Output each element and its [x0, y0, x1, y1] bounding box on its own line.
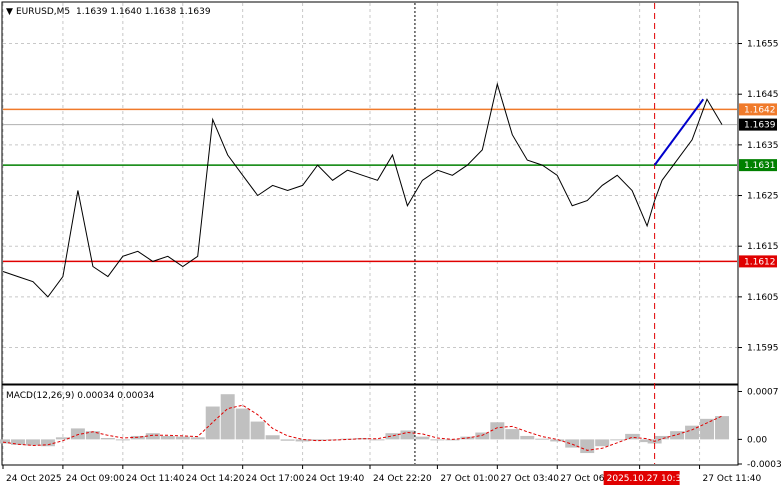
- macd-tick-label: 0.00: [747, 435, 767, 445]
- macd-bar: [175, 436, 190, 440]
- macd-bar: [25, 439, 40, 446]
- level-label: 1.1639: [744, 121, 776, 131]
- macd-bar: [400, 430, 415, 440]
- time-label: 27 Oct 03:40: [500, 474, 559, 484]
- macd-bar: [415, 436, 430, 440]
- macd-bar: [145, 433, 160, 440]
- level-label: 1.1642: [744, 105, 776, 115]
- macd-bar: [715, 416, 730, 440]
- macd-bar: [55, 437, 70, 440]
- macd-tick-label: 0.0007: [747, 387, 779, 397]
- macd-bar: [340, 438, 355, 440]
- macd-bar: [580, 439, 595, 454]
- price-tick-label: 1.1635: [747, 141, 779, 151]
- level-label: 1.1612: [744, 257, 776, 267]
- macd-bar: [70, 428, 85, 440]
- time-label: 24 Oct 17:00: [246, 474, 305, 484]
- macd-bar: [565, 439, 580, 448]
- price-line: [2, 82, 723, 298]
- macd-bar: [475, 432, 490, 440]
- macd-bar: [235, 408, 250, 440]
- horizontal-levels[interactable]: 1.1642 1.1639 1.1631 1.1612: [3, 103, 777, 268]
- level-label: 1.1631: [744, 161, 776, 171]
- time-label: 24 Oct 19:40: [306, 474, 365, 484]
- macd-bar: [370, 439, 385, 441]
- macd-bar: [40, 439, 55, 447]
- time-label: 24 Oct 2025: [6, 474, 62, 484]
- collapse-arrow-icon[interactable]: ▼: [6, 7, 13, 17]
- macd-label: MACD(12,26,9) 0.00034 0.00034: [6, 391, 155, 401]
- macd-bar: [550, 439, 565, 442]
- trend-line: [653, 98, 705, 166]
- current-time-label: 2025.10.27 10:35: [607, 474, 687, 484]
- chart-overlays: [414, 3, 705, 464]
- macd-axis: 0.0007 0.00 -0.00036: [738, 387, 781, 470]
- macd-bar: [430, 439, 445, 441]
- price-tick-label: 1.1645: [747, 90, 779, 100]
- price-series: [2, 82, 723, 298]
- macd-histogram: [0, 394, 730, 454]
- level-badge: [739, 118, 777, 131]
- macd-bar: [115, 439, 130, 441]
- price-axis: 1.1655 1.1645 1.1635 1.1625 1.1615 1.1605 1.15…: [738, 40, 779, 354]
- macd-bar: [280, 439, 295, 441]
- time-label: 24 Oct 14:20: [186, 474, 245, 484]
- price-tick-label: 1.1655: [747, 40, 779, 50]
- macd-bar: [265, 435, 280, 440]
- macd-bar: [325, 439, 340, 441]
- level-badge: [739, 159, 777, 172]
- time-label: 27 Oct 06:20: [560, 474, 619, 484]
- macd-bar: [85, 431, 100, 440]
- macd-tick-label: -0.00036: [747, 460, 781, 470]
- level-badge: [739, 103, 777, 116]
- ohlc-quote: 1.1639 1.1640 1.1638 1.1639: [76, 7, 211, 17]
- macd-bar: [535, 438, 550, 440]
- macd-bar: [10, 439, 25, 445]
- macd-bar: [625, 433, 640, 440]
- macd-bar: [685, 425, 700, 440]
- time-label: 27 Oct 01:00: [440, 474, 499, 484]
- level-badge: [739, 255, 777, 268]
- macd-signal-line: [2, 404, 723, 451]
- macd-bar: [670, 431, 685, 440]
- macd-bar: [160, 435, 175, 440]
- macd-bar: [295, 439, 310, 442]
- macd-bar: [490, 422, 505, 440]
- macd-bar: [385, 433, 400, 440]
- time-label: 27 Oct 11:40: [703, 474, 762, 484]
- macd-bar: [100, 438, 115, 440]
- macd-bar: [0, 439, 10, 444]
- macd-bar: [190, 437, 205, 440]
- current-time-badge: [603, 471, 680, 485]
- time-label: 24 Oct 11:40: [126, 474, 185, 484]
- price-tick-label: 1.1605: [747, 293, 779, 303]
- macd-bar: [595, 439, 610, 447]
- macd-bar: [310, 439, 325, 441]
- symbol-label: EURUSD,M5: [16, 7, 70, 17]
- macd-bar: [700, 418, 715, 440]
- price-tick-label: 1.1615: [747, 242, 779, 252]
- macd-bar: [610, 439, 625, 441]
- macd-bar: [205, 406, 220, 440]
- macd-bar: [520, 435, 535, 440]
- grid-lines: [2, 3, 737, 464]
- price-tick-label: 1.1625: [747, 192, 779, 202]
- macd-bar: [640, 439, 655, 443]
- time-label: 24 Oct 09:00: [66, 474, 125, 484]
- macd-bar: [250, 421, 265, 440]
- macd-bar: [355, 438, 370, 440]
- macd-bar: [220, 394, 235, 440]
- time-label: 24 Oct 22:20: [373, 474, 432, 484]
- price-tick-label: 1.1595: [747, 344, 779, 354]
- macd-bar: [505, 429, 520, 440]
- macd-bar: [655, 435, 670, 440]
- time-axis: 24 Oct 2025 24 Oct 09:00 24 Oct 11:40 24 Oc…: [2, 465, 762, 485]
